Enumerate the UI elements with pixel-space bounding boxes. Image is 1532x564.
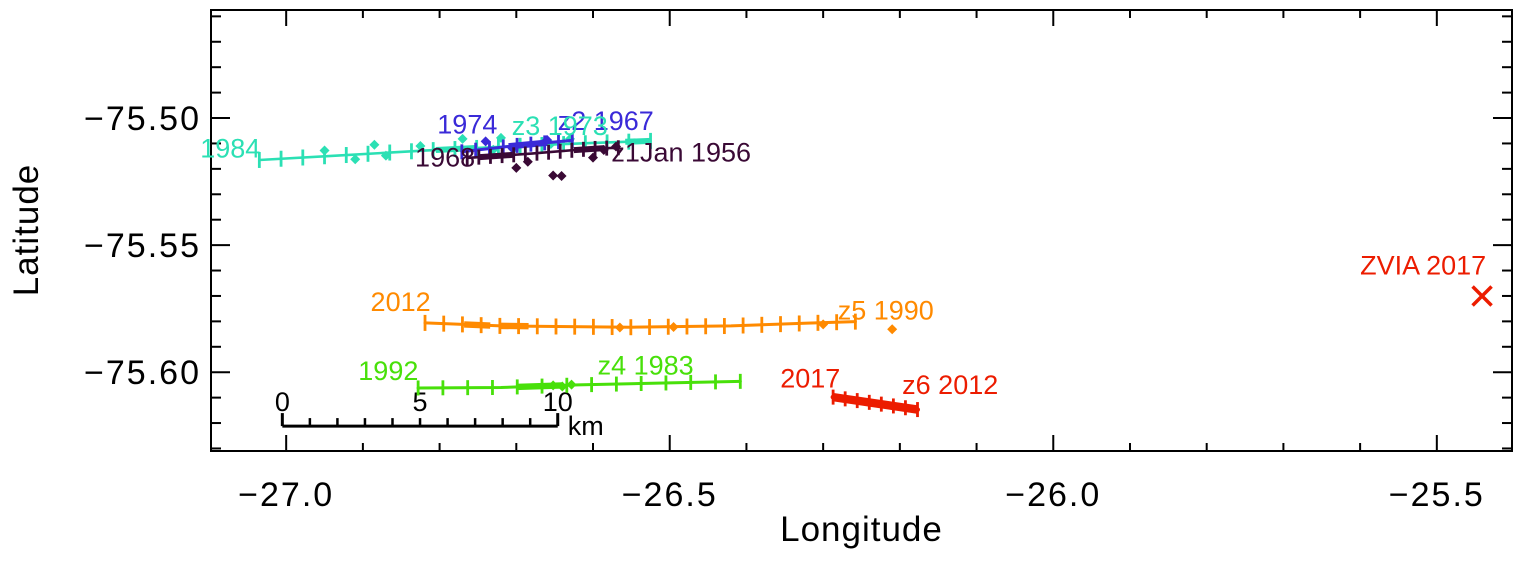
diamond-marker: [548, 380, 559, 391]
diamond-marker: [457, 133, 468, 144]
y-axis-title: Latitude: [7, 163, 46, 297]
diamond-marker: [319, 145, 330, 156]
svg-text:−25.5: −25.5: [1389, 476, 1485, 514]
label-1984: 1984: [200, 133, 260, 163]
diamond-marker: [611, 141, 622, 152]
axis-ticks: −27.0 −26.5 −26.0 −25.5 −75.50 −75.55 −75.60: [84, 10, 1512, 514]
svg-text:−26.5: −26.5: [622, 476, 718, 514]
svg-text:−27.0: −27.0: [238, 476, 334, 514]
svg-text:−75.60: −75.60: [84, 354, 201, 392]
diamond-marker: [614, 322, 625, 333]
track-front-1968-to-z1-1956: [465, 140, 622, 181]
track-front-2017-to-z6-2012: [830, 389, 920, 418]
diamond-marker: [415, 140, 426, 151]
diamond-marker: [541, 134, 552, 145]
svg-text:−26.0: −26.0: [1005, 476, 1101, 514]
diamond-marker: [818, 319, 829, 330]
x-axis-title: Longitude: [780, 510, 943, 549]
label-z2-1967: z2 1967: [558, 106, 654, 136]
svg-text:0: 0: [275, 387, 290, 417]
track-front-1992-to-z4-1983: [416, 373, 742, 396]
label-z4-1983: z4 1983: [598, 351, 694, 381]
svg-text:−75.50: −75.50: [84, 100, 201, 138]
label-z3-1973: z3 1973: [512, 111, 608, 141]
label-2017: 2017: [780, 363, 840, 393]
label-z5-1990: z5 1990: [838, 296, 934, 326]
diamond-marker: [598, 145, 609, 156]
label-2012: 2012: [371, 287, 431, 317]
diamond-marker: [511, 162, 522, 173]
diamond-marker: [380, 150, 391, 161]
diamond-marker: [480, 136, 491, 147]
zvia-2017-marker: [1471, 285, 1493, 307]
diamond-marker: [588, 152, 599, 163]
diamond-marker: [350, 154, 361, 165]
diamond-marker: [566, 379, 577, 390]
label-1974: 1974: [437, 109, 497, 139]
label-1968: 1968: [415, 142, 475, 172]
label-zvia-2017: ZVIA 2017: [1360, 250, 1486, 280]
plot-box: [210, 9, 1513, 452]
svg-text:−75.55: −75.55: [84, 227, 201, 265]
label-z1-jan-1956: z1Jan 1956: [611, 138, 751, 168]
diamond-marker: [522, 156, 533, 167]
diamond-marker: [369, 139, 380, 150]
scale-bar-unit: km: [568, 411, 604, 441]
label-z6-2012: z6 2012: [902, 370, 998, 400]
diamond-marker: [668, 321, 679, 332]
label-1992: 1992: [358, 356, 418, 386]
svg-text:5: 5: [413, 387, 428, 417]
diamond-marker: [557, 381, 568, 392]
track-front-2012-to-z5-1990: [423, 313, 898, 336]
diamond-marker: [548, 170, 559, 181]
diamond-marker: [887, 324, 898, 335]
diamond-marker: [556, 170, 567, 181]
